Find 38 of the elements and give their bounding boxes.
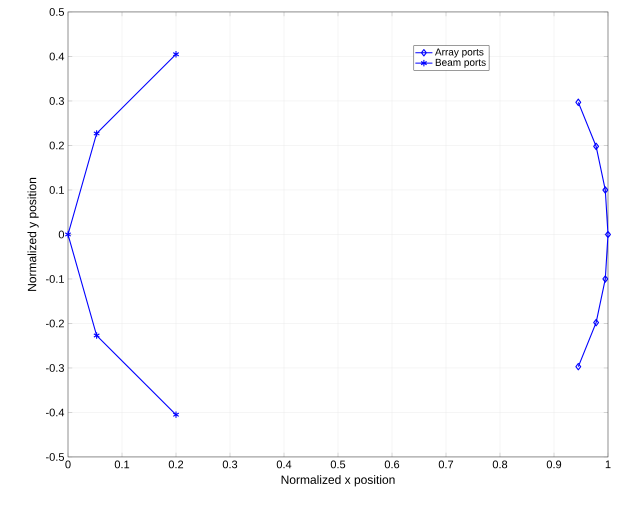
x-tick-label: 0 bbox=[65, 460, 71, 468]
x-tick-label: 1 bbox=[606, 460, 611, 468]
y-tick-label: 0.1 bbox=[50, 186, 64, 194]
x-tick-label: 0.6 bbox=[384, 460, 400, 468]
point bbox=[593, 142, 600, 150]
y-tick-label: 0.3 bbox=[50, 97, 64, 105]
x-tick-label: 0.4 bbox=[276, 460, 292, 468]
legend-label: Beam ports bbox=[436, 58, 486, 68]
x-tick-label: 0.1 bbox=[114, 460, 130, 468]
y-tick-label: -0.4 bbox=[46, 408, 64, 416]
y-tick-label: 0.4 bbox=[50, 52, 64, 60]
point bbox=[64, 230, 72, 238]
point bbox=[172, 410, 180, 418]
point bbox=[602, 275, 608, 283]
y-axis-title: Normalized y position bbox=[27, 178, 39, 291]
x-tick-label: 0.2 bbox=[168, 460, 184, 468]
y-tick-label: -0.2 bbox=[46, 320, 64, 328]
point bbox=[575, 362, 582, 370]
point bbox=[593, 318, 600, 326]
point bbox=[605, 230, 611, 238]
point bbox=[93, 130, 100, 138]
y-tick-label: -0.3 bbox=[46, 364, 64, 372]
y-tick-label: -0.5 bbox=[46, 453, 64, 461]
y-tick-label: 0 bbox=[58, 230, 64, 238]
y-tick-label: -0.1 bbox=[46, 275, 64, 283]
y-tick-label: 0.5 bbox=[50, 8, 64, 16]
point bbox=[575, 98, 582, 106]
x-axis-title: Normalized x position bbox=[282, 475, 395, 486]
legend-label: Array ports bbox=[434, 48, 484, 58]
x-tick-label: 0.7 bbox=[438, 460, 454, 468]
x-tick-label: 0.3 bbox=[222, 460, 238, 468]
x-tick-label: 0.8 bbox=[492, 460, 508, 468]
point bbox=[602, 186, 608, 194]
x-tick-label: 0.9 bbox=[546, 460, 562, 468]
point bbox=[93, 332, 100, 340]
y-tick-label: 0.2 bbox=[50, 142, 64, 150]
x-tick-label: 0.5 bbox=[330, 460, 346, 468]
point bbox=[172, 50, 180, 58]
